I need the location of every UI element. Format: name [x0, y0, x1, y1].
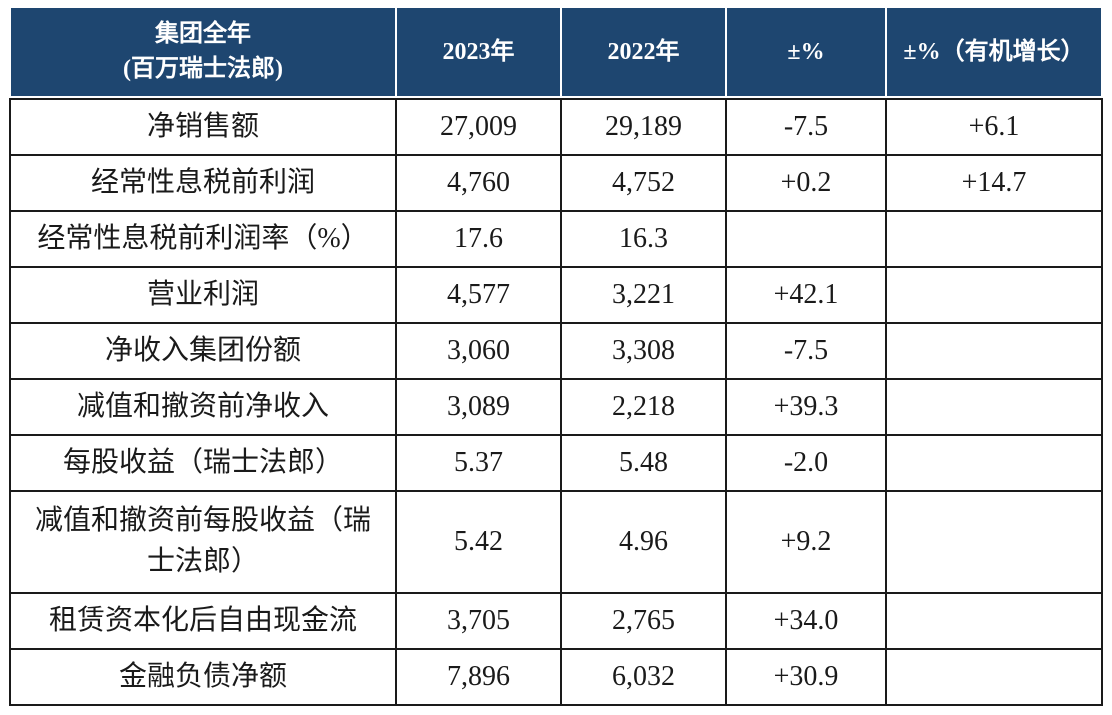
cell-value-2022: 5.48	[562, 436, 725, 490]
header-cell-2023: 2023年	[397, 8, 560, 96]
cell-metric-label: 经常性息税前利润率（%）	[11, 212, 395, 266]
cell-value-2023: 3,060	[397, 324, 560, 378]
cell-value-2022: 4.96	[562, 492, 725, 592]
cell-metric-label: 每股收益（瑞士法郎）	[11, 436, 395, 490]
cell-pct-change: -7.5	[727, 324, 885, 378]
cell-pct-change: -2.0	[727, 436, 885, 490]
cell-value-2022: 29,189	[562, 100, 725, 154]
table-body: 净销售额 27,009 29,189 -7.5 +6.1 经常性息税前利润 4,760 4,7…	[9, 98, 1103, 706]
cell-metric-label: 净销售额	[11, 100, 395, 154]
cell-pct-change	[727, 212, 885, 266]
cell-metric-label: 净收入集团份额	[11, 324, 395, 378]
cell-value-2022: 6,032	[562, 650, 725, 704]
cell-value-2023: 3,705	[397, 594, 560, 648]
cell-pct-change: -7.5	[727, 100, 885, 154]
cell-value-2022: 2,218	[562, 380, 725, 434]
cell-pct-change: +9.2	[727, 492, 885, 592]
cell-organic-growth: +6.1	[887, 100, 1101, 154]
cell-value-2023: 3,089	[397, 380, 560, 434]
cell-value-2022: 16.3	[562, 212, 725, 266]
cell-pct-change: +39.3	[727, 380, 885, 434]
cell-organic-growth	[887, 650, 1101, 704]
header-cell-pct-change: ±%	[727, 8, 885, 96]
cell-value-2022: 3,308	[562, 324, 725, 378]
cell-value-2023: 17.6	[397, 212, 560, 266]
header-cell-group-full-year: 集团全年 (百万瑞士法郎)	[11, 8, 395, 96]
cell-value-2022: 3,221	[562, 268, 725, 322]
cell-value-2023: 5.42	[397, 492, 560, 592]
cell-value-2023: 5.37	[397, 436, 560, 490]
cell-metric-label: 营业利润	[11, 268, 395, 322]
header-cell-organic-growth: ±%（有机增长）	[887, 8, 1101, 96]
cell-metric-label: 租赁资本化后自由现金流	[11, 594, 395, 648]
cell-organic-growth	[887, 380, 1101, 434]
cell-value-2023: 4,577	[397, 268, 560, 322]
header-title-line1: 集团全年	[155, 21, 251, 48]
cell-value-2023: 4,760	[397, 156, 560, 210]
financial-summary-table: 集团全年 (百万瑞士法郎) 2023年 2022年 ±% ±%（有机增长） 净销…	[9, 8, 1103, 706]
cell-pct-change: +42.1	[727, 268, 885, 322]
table-header-row: 集团全年 (百万瑞士法郎) 2023年 2022年 ±% ±%（有机增长）	[9, 8, 1103, 96]
cell-pct-change: +34.0	[727, 594, 885, 648]
header-cell-2022: 2022年	[562, 8, 725, 96]
cell-value-2023: 7,896	[397, 650, 560, 704]
cell-pct-change: +30.9	[727, 650, 885, 704]
cell-organic-growth	[887, 212, 1101, 266]
cell-metric-label: 减值和撤资前每股收益（瑞士法郎）	[11, 492, 395, 592]
cell-organic-growth	[887, 436, 1101, 490]
header-title-line2: (百万瑞士法郎)	[123, 56, 283, 82]
cell-value-2022: 4,752	[562, 156, 725, 210]
cell-metric-label: 金融负债净额	[11, 650, 395, 704]
cell-organic-growth	[887, 268, 1101, 322]
cell-organic-growth: +14.7	[887, 156, 1101, 210]
cell-organic-growth	[887, 324, 1101, 378]
cell-organic-growth	[887, 492, 1101, 592]
cell-metric-label: 减值和撤资前净收入	[11, 380, 395, 434]
cell-pct-change: +0.2	[727, 156, 885, 210]
cell-organic-growth	[887, 594, 1101, 648]
cell-metric-label: 经常性息税前利润	[11, 156, 395, 210]
cell-value-2023: 27,009	[397, 100, 560, 154]
cell-value-2022: 2,765	[562, 594, 725, 648]
